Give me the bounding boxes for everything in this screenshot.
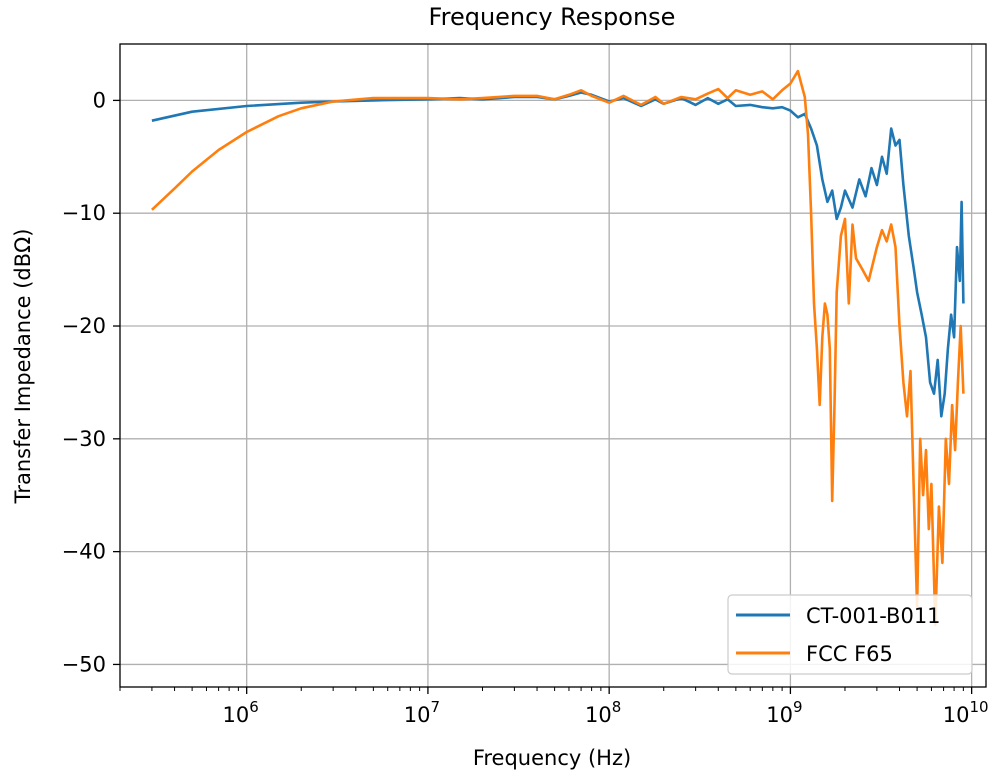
y-tick-label: −40 [62, 540, 106, 564]
y-tick-label: −50 [62, 652, 106, 676]
series-lines [151, 69, 965, 627]
y-axis-label: Transfer Impedance (dBΩ) [11, 229, 35, 505]
x-axis-label: Frequency (Hz) [473, 746, 631, 770]
y-axis-ticks: 0 −10 −20 −30 −40 −50 [62, 88, 120, 676]
legend-label-ct-001-b011: CT-001-B011 [806, 604, 941, 628]
y-tick-label: 0 [93, 88, 106, 112]
chart-title: Frequency Response [429, 3, 676, 31]
series-line-fcc-f65 [151, 69, 965, 627]
y-tick-label: −30 [62, 427, 106, 451]
legend: CT-001-B011 FCC F65 [727, 594, 973, 675]
y-tick-label: −20 [62, 314, 106, 338]
x-axis-ticks: 106 107 108 109 1010 [223, 687, 989, 727]
x-tick-label: 108 [585, 698, 621, 727]
x-tick-label: 107 [404, 698, 440, 727]
y-tick-label: −10 [62, 201, 106, 225]
x-tick-label: 1010 [943, 698, 989, 727]
legend-label-fcc-f65: FCC F65 [806, 642, 893, 666]
x-minor-ticks [119, 687, 964, 691]
x-tick-label: 106 [223, 698, 259, 727]
plot-frame [119, 43, 987, 688]
x-tick-label: 109 [766, 698, 802, 727]
